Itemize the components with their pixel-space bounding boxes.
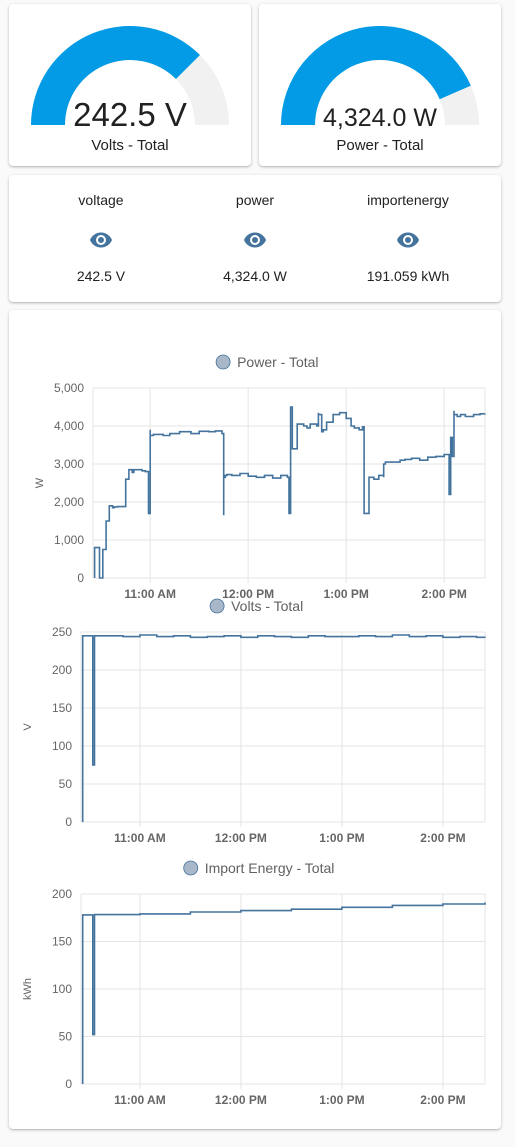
y-tick-label: 2,000 <box>54 495 84 509</box>
glance-name: voltage <box>78 192 124 208</box>
history-graph-card: Power - Total 0 1,000 2,000 3,000 4,000 5,000 1… <box>9 310 501 1129</box>
gauge-volts-arc <box>31 26 229 125</box>
gauge-value: 242.5 V <box>73 96 187 133</box>
y-tick-label: 0 <box>77 571 84 585</box>
glance-card: voltage 242.5 V power 4,324.0 W importen… <box>9 175 501 302</box>
eye-icon <box>90 232 112 248</box>
gauge-card-volts[interactable]: 242.5 V Volts - Total <box>9 4 251 166</box>
legend-swatch[interactable] <box>209 598 225 614</box>
x-tick-label: 11:00 AM <box>114 1093 166 1107</box>
y-axis-label: W <box>34 477 46 488</box>
y-tick-label: 200 <box>52 887 72 901</box>
y-tick-label: 200 <box>52 663 72 677</box>
gauge-name: Power - Total <box>336 137 424 154</box>
x-tick-label: 12:00 PM <box>222 587 274 598</box>
glance-name: power <box>235 192 275 208</box>
y-tick-label: 100 <box>52 739 72 753</box>
y-tick-label: 0 <box>65 815 72 829</box>
y-axis-label: kWh <box>22 978 34 1000</box>
power-chart[interactable]: Power - Total 0 1,000 2,000 3,000 4,000 5,000 1… <box>9 328 501 598</box>
legend-label[interactable]: Power - Total <box>237 354 318 370</box>
x-tick-label: 12:00 PM <box>215 1093 267 1107</box>
x-tick-label: 2:00 PM <box>420 1093 465 1107</box>
legend-swatch[interactable] <box>183 860 199 876</box>
series-line[interactable] <box>81 902 486 1085</box>
y-tick-label: 0 <box>65 1077 72 1091</box>
y-tick-label: 1,000 <box>54 533 84 547</box>
gauge-name: Volts - Total <box>91 137 169 154</box>
x-tick-label: 2:00 PM <box>421 587 466 598</box>
y-tick-label: 250 <box>52 625 72 639</box>
x-tick-label: 11:00 AM <box>124 587 176 598</box>
gauge-fill <box>31 26 200 125</box>
volts-chart[interactable]: Volts - Total 0 50 100 150 200 250 11:00 AM 12:0… <box>9 590 501 852</box>
energy-chart[interactable]: Import Energy - Total 0 50 100 150 200 11:00 A… <box>9 852 501 1114</box>
x-tick-label: 12:00 PM <box>215 831 267 845</box>
y-tick-label: 150 <box>52 935 72 949</box>
legend-label[interactable]: Volts - Total <box>231 598 303 614</box>
y-tick-label: 50 <box>59 1030 73 1044</box>
legend-swatch[interactable] <box>215 354 231 370</box>
gauge-card-power[interactable]: 4,324.0 W Power - Total <box>259 4 501 166</box>
gauge-value: 4,324.0 W <box>323 104 437 132</box>
x-tick-label: 1:00 PM <box>323 587 368 598</box>
glance-state: 4,324.0 W <box>223 268 287 284</box>
y-tick-label: 100 <box>52 982 72 996</box>
legend-label[interactable]: Import Energy - Total <box>205 860 335 876</box>
glance-name: importenergy <box>367 192 449 208</box>
x-tick-label: 1:00 PM <box>319 1093 364 1107</box>
eye-icon <box>397 232 419 248</box>
glance-state: 242.5 V <box>76 268 126 284</box>
x-tick-label: 11:00 AM <box>114 831 166 845</box>
y-tick-label: 4,000 <box>54 419 84 433</box>
y-tick-label: 50 <box>59 777 73 791</box>
eye-icon <box>244 232 266 248</box>
y-tick-label: 5,000 <box>54 381 84 395</box>
y-tick-label: 150 <box>52 701 72 715</box>
x-tick-label: 1:00 PM <box>319 831 364 845</box>
series-line[interactable] <box>93 406 486 579</box>
gauge-fill <box>281 25 471 125</box>
series-line[interactable] <box>81 634 486 822</box>
x-tick-label: 2:00 PM <box>420 831 465 845</box>
y-axis-label: V <box>22 723 34 731</box>
y-tick-label: 3,000 <box>54 457 84 471</box>
gauge-power-arc <box>281 25 479 125</box>
glance-state: 191.059 kWh <box>366 268 450 284</box>
